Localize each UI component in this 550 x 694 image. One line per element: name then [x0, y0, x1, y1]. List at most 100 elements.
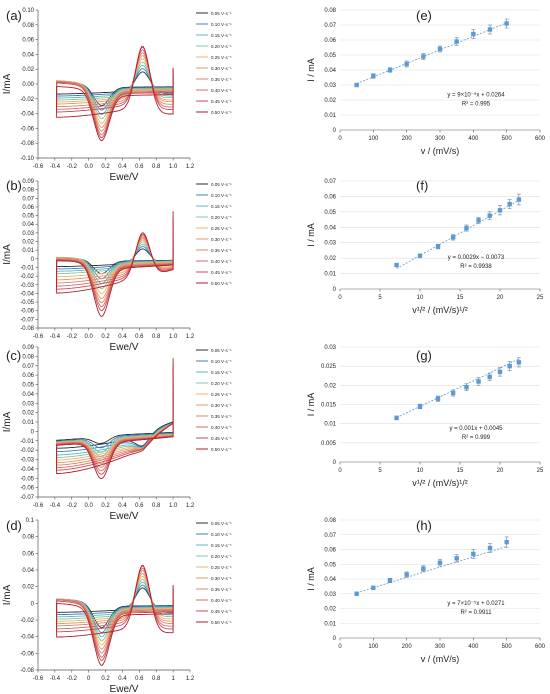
data-point [504, 539, 509, 545]
legend-label-10: 0.50 V·s⁻¹ [211, 110, 232, 115]
data-point [404, 572, 409, 577]
x-tick-label: 0 [87, 676, 91, 682]
x-tick-label: 1.2 [186, 164, 195, 170]
x-tick-label: 0.6 [135, 503, 144, 509]
y-tick-label: -0.04 [20, 635, 34, 641]
data-point [487, 545, 493, 551]
y-tick-label: 0.005 [321, 441, 337, 447]
legend-label-1: 0.05 V·s⁻¹ [211, 348, 232, 353]
x-tick-label: 0.4 [118, 164, 127, 170]
x-tick-label: 100 [368, 136, 379, 142]
y-axis-title: I / mA [306, 393, 316, 417]
y-tick-label: -0.03 [20, 458, 34, 464]
y-axis-title: I/mA [2, 244, 13, 265]
legend-label-2: 0.10 V·s⁻¹ [211, 359, 232, 364]
data-point [497, 208, 503, 213]
legend-label-10: 0.50 V·s⁻¹ [211, 620, 232, 625]
x-tick-label: -0.4 [50, 164, 61, 170]
legend-label-8: 0.40 V·s⁻¹ [211, 425, 232, 430]
y-tick-label: -0.08 [20, 668, 34, 674]
y-axis-title: I/mA [2, 584, 13, 605]
data-point [387, 67, 393, 73]
legend-label-1: 0.05 V·s⁻¹ [211, 521, 232, 526]
legend-label-1: 0.05 V·s⁻¹ [211, 182, 232, 187]
y-axis-title: I/mA [2, 411, 13, 432]
x-tick-label: 10 [417, 295, 424, 301]
data-point [371, 585, 376, 591]
y-tick-label: 0.06 [22, 373, 34, 379]
y-tick-label: 0.01 [22, 248, 34, 254]
fit-line [396, 358, 520, 419]
x-axis-title: v / (mV/s) [421, 654, 460, 664]
y-tick-label: 0.10 [22, 8, 34, 14]
legend-label-2: 0.10 V·s⁻¹ [211, 193, 232, 198]
y-tick-label: 0.08 [22, 535, 34, 541]
x-tick-label: -0.4 [50, 503, 61, 509]
data-point [437, 560, 443, 565]
y-tick-label: 0.04 [22, 222, 34, 228]
fit-equation: y = 0.0029x − 0.0073 [448, 255, 505, 261]
y-tick-label: 0.01 [22, 420, 34, 426]
y-tick-label: 0.02 [324, 98, 336, 104]
y-tick-label: -0.08 [20, 141, 34, 147]
x-axis-title: v¹/² / (mV/s)¹/² [412, 478, 468, 488]
legend-label-10: 0.50 V·s⁻¹ [211, 447, 232, 452]
data-point [404, 61, 409, 67]
y-tick-label: -0.10 [20, 156, 34, 162]
legend-label-8: 0.40 V·s⁻¹ [211, 259, 232, 264]
legend-label-9: 0.45 V·s⁻¹ [211, 99, 232, 104]
legend-label-7: 0.35 V·s⁻¹ [211, 414, 232, 419]
legend-label-5: 0.25 V·s⁻¹ [211, 392, 232, 397]
y-tick-label: 0.02 [324, 256, 336, 262]
chart-panel-a: (a) -0.6 -0.4 -0.2 0.0 0.2 0.4 0.6 0.8 1.0 1.2 -0.1… [2, 8, 232, 183]
y-tick-label: 0.07 [324, 23, 336, 29]
data-point [487, 213, 492, 218]
x-tick-label: 0.0 [84, 334, 93, 340]
data-point [464, 225, 469, 231]
legend-label-4: 0.20 V·s⁻¹ [211, 44, 232, 49]
y-tick-label: 0.02 [22, 585, 34, 591]
x-tick-label: 1.2 [186, 334, 195, 340]
y-tick-label: -0.04 [20, 467, 34, 473]
y-tick-label: 0.09 [22, 345, 34, 351]
cv-series-9 [56, 363, 174, 475]
chart-panel-g: (g) 0 5 10 15 20 25 0 0.005 0.01 0.015 0.02 0.025 0.0… [306, 345, 544, 488]
fit-equation: y = 0.001x + 0.0045 [449, 426, 503, 432]
data-point [476, 379, 481, 384]
chart-panel-h: (h) 0 100 200 300 400 500 600 0 0.01 0.02 0.03 0.04 0… [306, 518, 546, 664]
legend-label-10: 0.50 V·s⁻¹ [211, 281, 232, 286]
legend-label-7: 0.35 V·s⁻¹ [211, 248, 232, 253]
y-tick-label: 0 [31, 601, 35, 607]
x-tick-label: -0.6 [33, 334, 44, 340]
y-tick-label: -0.06 [20, 651, 34, 657]
data-point [354, 591, 359, 596]
x-tick-label: 1.0 [169, 164, 178, 170]
x-tick-label: 0.8 [152, 164, 161, 170]
x-tick-label: 200 [402, 644, 413, 650]
x-tick-label: 200 [402, 136, 413, 142]
x-tick-label: 0 [338, 295, 342, 301]
y-tick-label: 0.01 [324, 621, 336, 627]
x-tick-label: 0.8 [152, 334, 161, 340]
y-tick-label: -0.01 [20, 265, 34, 271]
x-tick-label: 400 [468, 136, 479, 142]
data-point [487, 374, 492, 380]
y-tick-label: 0.05 [324, 53, 336, 59]
y-tick-label: 0.02 [22, 67, 34, 73]
y-tick-label: 0.08 [324, 518, 336, 524]
x-tick-label: -0.2 [67, 503, 78, 509]
data-point [471, 31, 476, 37]
x-tick-label: 20 [497, 295, 504, 301]
panel-label: (e) [416, 8, 432, 23]
y-axis-title: I / mA [306, 567, 316, 591]
y-tick-label: 0.05 [324, 210, 336, 216]
chart-panel-d: (d) -0.6 -0.4 -0.2 0 0.2 0.4 0.6 0.8 1 1.2 -0.08 -0.… [2, 518, 232, 694]
panel-label: (f) [416, 178, 428, 193]
y-tick-label: -0.07 [20, 317, 34, 323]
data-point [421, 566, 426, 571]
y-tick-label: 0.07 [22, 196, 34, 202]
data-point [464, 385, 469, 390]
x-axis-title: v¹/² / (mV/s)¹/² [412, 305, 468, 315]
legend-label-4: 0.20 V·s⁻¹ [211, 381, 232, 386]
